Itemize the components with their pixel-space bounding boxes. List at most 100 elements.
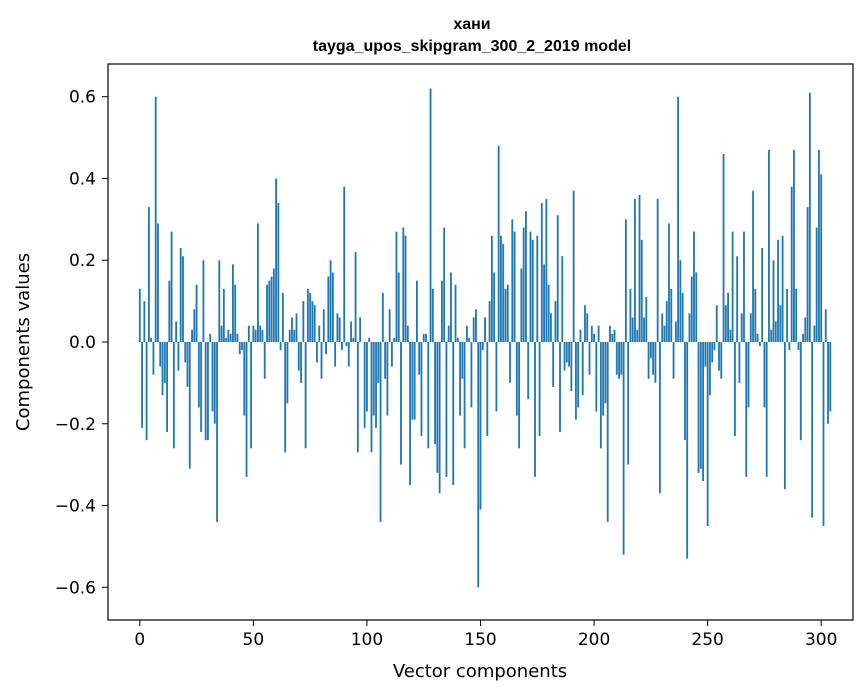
bar [345,342,348,347]
bar [615,342,618,375]
bar [824,309,827,342]
bar [563,342,566,371]
bar [434,342,436,445]
bar [718,342,720,371]
bar [586,313,589,342]
bar [804,317,807,342]
bar [613,329,616,342]
bar [790,186,793,342]
bar [166,342,168,432]
x-axis-ticks: 0 50 100 150 200 250 300 [134,620,837,650]
bar [570,342,573,392]
bar [338,317,341,342]
bar [727,292,729,342]
bar [738,342,741,383]
bar [425,333,427,342]
bar [143,301,146,342]
x-tick-label: 50 [243,630,265,650]
bar [808,92,811,343]
bar [461,342,464,379]
bar [200,342,203,432]
bar [275,178,277,342]
bar [713,342,716,351]
bar [193,309,196,342]
bar [584,305,586,342]
bar [733,342,736,437]
bar [147,207,150,342]
bar [259,325,262,342]
bar [409,342,411,486]
bar [327,276,330,342]
bar [743,231,745,342]
bar [384,342,387,379]
bar [352,337,355,342]
bar [715,305,718,342]
bar [445,342,448,477]
bar [404,235,407,342]
bar [777,239,779,342]
bar [574,342,577,420]
bar [745,342,748,477]
bar [438,342,441,494]
bar [386,342,389,416]
bar [420,342,423,437]
bar [150,337,153,342]
bar [241,342,243,351]
bar [170,231,173,342]
bar [320,342,323,379]
bar [690,276,693,342]
bar [470,342,473,408]
bar [263,342,266,379]
bar [529,231,532,342]
bar [595,342,598,412]
y-tick-label: −0.6 [55,578,96,598]
bar [354,252,357,342]
bar [225,337,228,342]
bar [227,329,230,342]
bar [815,227,818,342]
bar [175,321,178,342]
bar [634,198,636,342]
bar [502,243,505,342]
bar [406,325,409,342]
bar [702,342,704,481]
bar [222,288,225,342]
bar [656,198,659,342]
bar [488,301,491,342]
bar [197,342,200,408]
bar [663,325,666,342]
bar [513,231,516,342]
bar [631,317,634,342]
bar [577,342,580,408]
bar [795,288,798,342]
bar [538,342,541,437]
bar [207,342,209,441]
bar [213,342,216,424]
bar [481,342,484,351]
bar [652,342,655,375]
bar [597,325,600,342]
bar [611,333,614,342]
bar [500,235,502,342]
bar [456,337,459,342]
bar [177,342,180,371]
bar [602,342,605,416]
bar [670,288,673,342]
bar [665,301,668,342]
y-tick-label: 0.6 [69,88,96,108]
bar [797,342,800,351]
bar [402,227,405,342]
bar [820,174,823,342]
bar [379,342,382,522]
bar [250,342,253,449]
bar [736,256,739,342]
bar [593,333,595,342]
bar [724,305,727,342]
y-axis-ticks: −0.6 −0.4 −0.2 0.0 0.2 0.4 0.6 [55,88,108,598]
bar [484,317,486,342]
bar [272,268,275,342]
bar [774,321,777,342]
bar [329,260,332,342]
bar [659,342,661,494]
bar [536,235,539,342]
